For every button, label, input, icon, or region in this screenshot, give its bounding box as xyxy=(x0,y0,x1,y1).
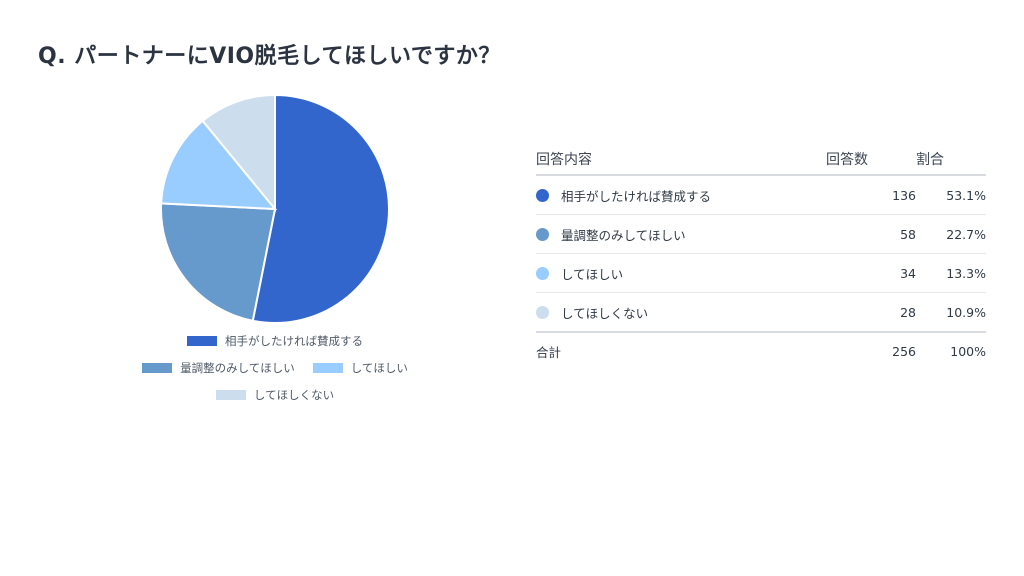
header-count: 回答数 xyxy=(826,144,916,176)
ratio-cell: 53.1% xyxy=(916,175,986,215)
legend-label: 量調整のみしてほしい xyxy=(180,361,295,375)
answer-cell: してほしくない xyxy=(536,292,826,333)
answer-cell: 量調整のみしてほしい xyxy=(536,214,826,254)
total-row: 合計 256 100% xyxy=(536,331,986,369)
legend-label: してほしい xyxy=(350,361,408,375)
question-title: Q. パートナーにVIO脱毛してほしいですか？ xyxy=(38,44,501,69)
total-ratio: 100% xyxy=(916,331,986,369)
answer-label: してほしくない xyxy=(561,305,649,321)
total-count: 256 xyxy=(826,331,916,369)
legend-swatch xyxy=(187,336,217,346)
pie-slice xyxy=(251,93,390,324)
legend-label: 相手がしたければ賛成する xyxy=(225,334,363,348)
ratio-cell: 22.7% xyxy=(916,214,986,254)
table-row: してほしい 34 13.3% xyxy=(536,253,986,293)
ratio-cell: 10.9% xyxy=(916,292,986,333)
answer-label: してほしい xyxy=(561,266,624,282)
ratio-cell: 13.3% xyxy=(916,253,986,293)
legend-item: 相手がしたければ賛成する xyxy=(187,333,363,349)
table-row: してほしくない 28 10.9% xyxy=(536,292,986,333)
table-header-row: 回答内容 回答数 割合 xyxy=(536,144,986,176)
count-cell: 34 xyxy=(826,253,916,293)
legend-swatch xyxy=(142,363,173,373)
pie-slice xyxy=(160,202,277,322)
count-cell: 28 xyxy=(826,292,916,333)
legend-swatch xyxy=(312,363,343,373)
legend-label: してほしくない xyxy=(253,388,335,402)
count-cell: 136 xyxy=(826,175,916,215)
answer-label: 相手がしたければ賛成する xyxy=(561,188,712,204)
header-ratio: 割合 xyxy=(916,144,986,176)
pie-chart xyxy=(160,93,390,324)
pie-slice xyxy=(201,93,276,212)
answer-label: 量調整のみしてほしい xyxy=(561,227,686,243)
legend-item: してほしくない xyxy=(215,387,335,403)
results-table: 回答内容 回答数 割合 相手がしたければ賛成する 136 53.1% 量調整のみ… xyxy=(536,144,986,369)
table-row: 相手がしたければ賛成する 136 53.1% xyxy=(536,175,986,215)
count-cell: 58 xyxy=(826,214,916,254)
color-dot-icon xyxy=(536,305,549,319)
total-label: 合計 xyxy=(536,331,826,369)
answer-cell: してほしい xyxy=(536,253,826,293)
color-dot-icon xyxy=(536,188,549,202)
legend-swatch xyxy=(215,390,246,400)
legend-item: してほしい xyxy=(312,360,408,376)
color-dot-icon xyxy=(536,266,549,280)
chart-legend: 相手がしたければ賛成する 量調整のみしてほしい してほしい してほしくない xyxy=(110,332,440,413)
table-row: 量調整のみしてほしい 58 22.7% xyxy=(536,214,986,254)
color-dot-icon xyxy=(536,227,549,241)
legend-item: 量調整のみしてほしい xyxy=(142,360,295,376)
header-answer: 回答内容 xyxy=(536,144,826,176)
pie-slice xyxy=(160,119,278,211)
answer-cell: 相手がしたければ賛成する xyxy=(536,175,826,215)
